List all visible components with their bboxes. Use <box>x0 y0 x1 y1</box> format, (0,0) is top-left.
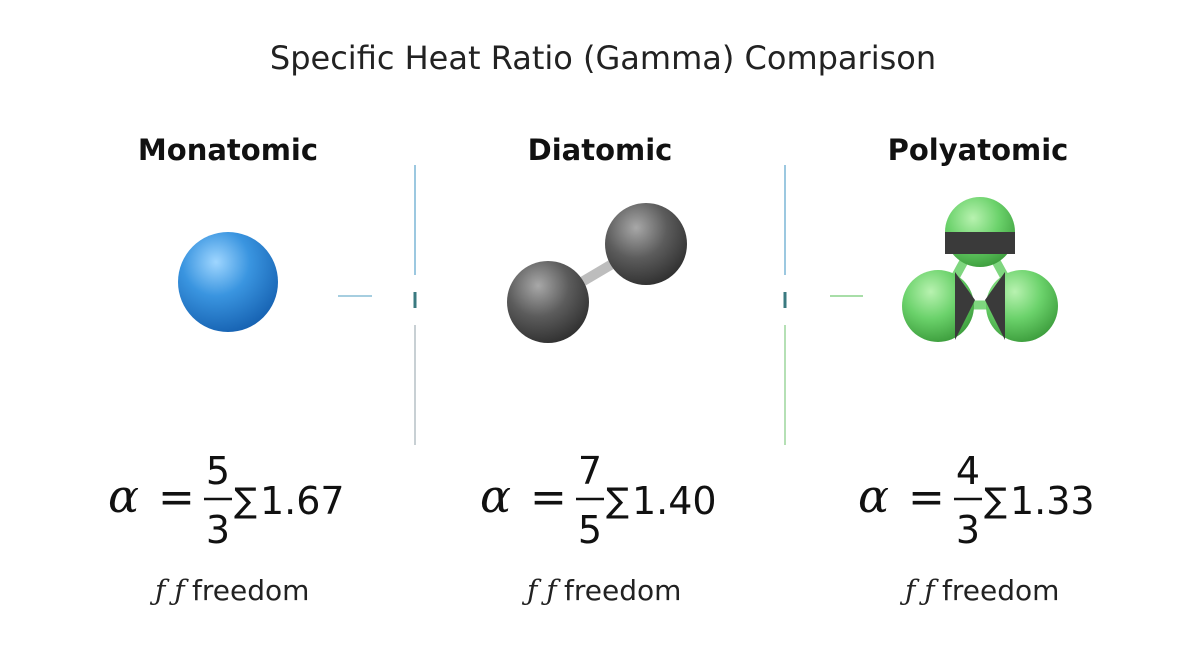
column-heading: Monatomic <box>138 133 318 167</box>
note-text: freedom <box>942 574 1059 607</box>
note-text: freedom <box>564 574 681 607</box>
gamma-symbol: α <box>108 469 139 523</box>
monatomic-atom <box>178 232 278 332</box>
title: Specific Heat Ratio (Gamma) Comparison <box>270 39 936 77</box>
polyatomic-molecule <box>902 197 1058 342</box>
sigma-symbol: ∑ <box>984 481 1007 521</box>
gamma-value: 1.40 <box>632 479 717 523</box>
gamma-symbol: α <box>858 469 889 523</box>
gamma-symbol: α <box>480 469 511 523</box>
equals-sign: = <box>158 472 195 523</box>
sigma-symbol: ∑ <box>606 481 629 521</box>
column-heading: Diatomic <box>528 133 673 167</box>
note-symbol: ƒ ƒ <box>899 574 939 607</box>
gamma-value: 1.67 <box>260 479 345 523</box>
numerator: 4 <box>956 449 980 493</box>
equals-sign: = <box>530 472 567 523</box>
numerator: 5 <box>206 449 230 493</box>
dividers <box>338 165 863 445</box>
note-text: freedom <box>192 574 309 607</box>
note-symbol: ƒ ƒ <box>149 574 189 607</box>
gamma-value: 1.33 <box>1010 479 1095 523</box>
equals-sign: = <box>908 472 945 523</box>
sigma-symbol: ∑ <box>234 481 257 521</box>
numerator: 7 <box>578 449 602 493</box>
diatomic-molecule <box>507 203 687 343</box>
denominator: 3 <box>206 508 230 552</box>
note-symbol: ƒ ƒ <box>521 574 561 607</box>
denominator: 5 <box>578 508 602 552</box>
column-heading: Polyatomic <box>888 133 1069 167</box>
denominator: 3 <box>956 508 980 552</box>
